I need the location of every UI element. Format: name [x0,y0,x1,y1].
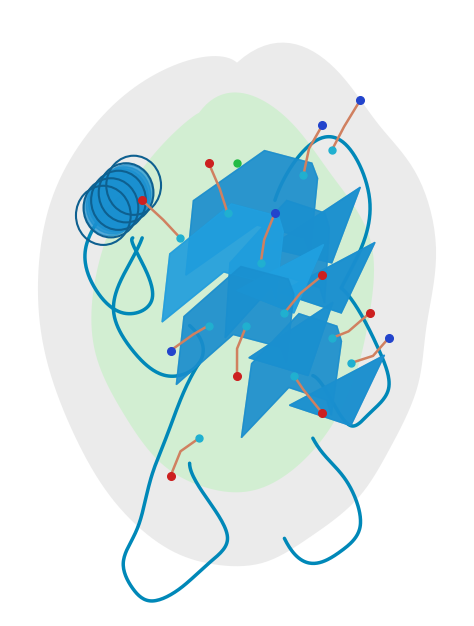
Polygon shape [186,151,318,275]
Polygon shape [249,302,333,376]
Polygon shape [225,200,329,338]
Polygon shape [280,242,375,313]
Ellipse shape [99,167,151,223]
Polygon shape [280,242,375,313]
Polygon shape [269,187,360,263]
Polygon shape [38,43,436,567]
Polygon shape [162,204,283,322]
Polygon shape [186,151,318,275]
Polygon shape [237,245,324,313]
Ellipse shape [94,171,146,227]
Polygon shape [269,187,360,263]
Polygon shape [176,267,294,384]
Polygon shape [249,302,333,376]
Polygon shape [176,267,294,384]
Polygon shape [237,245,324,313]
Polygon shape [241,314,341,438]
Ellipse shape [89,175,141,232]
Polygon shape [290,355,384,426]
Polygon shape [91,93,374,492]
Ellipse shape [91,173,143,230]
Ellipse shape [86,178,138,234]
Polygon shape [241,314,341,438]
Polygon shape [162,204,283,322]
Polygon shape [225,200,329,338]
Ellipse shape [84,180,136,236]
Ellipse shape [96,169,148,225]
Polygon shape [290,355,384,426]
Ellipse shape [101,165,153,221]
